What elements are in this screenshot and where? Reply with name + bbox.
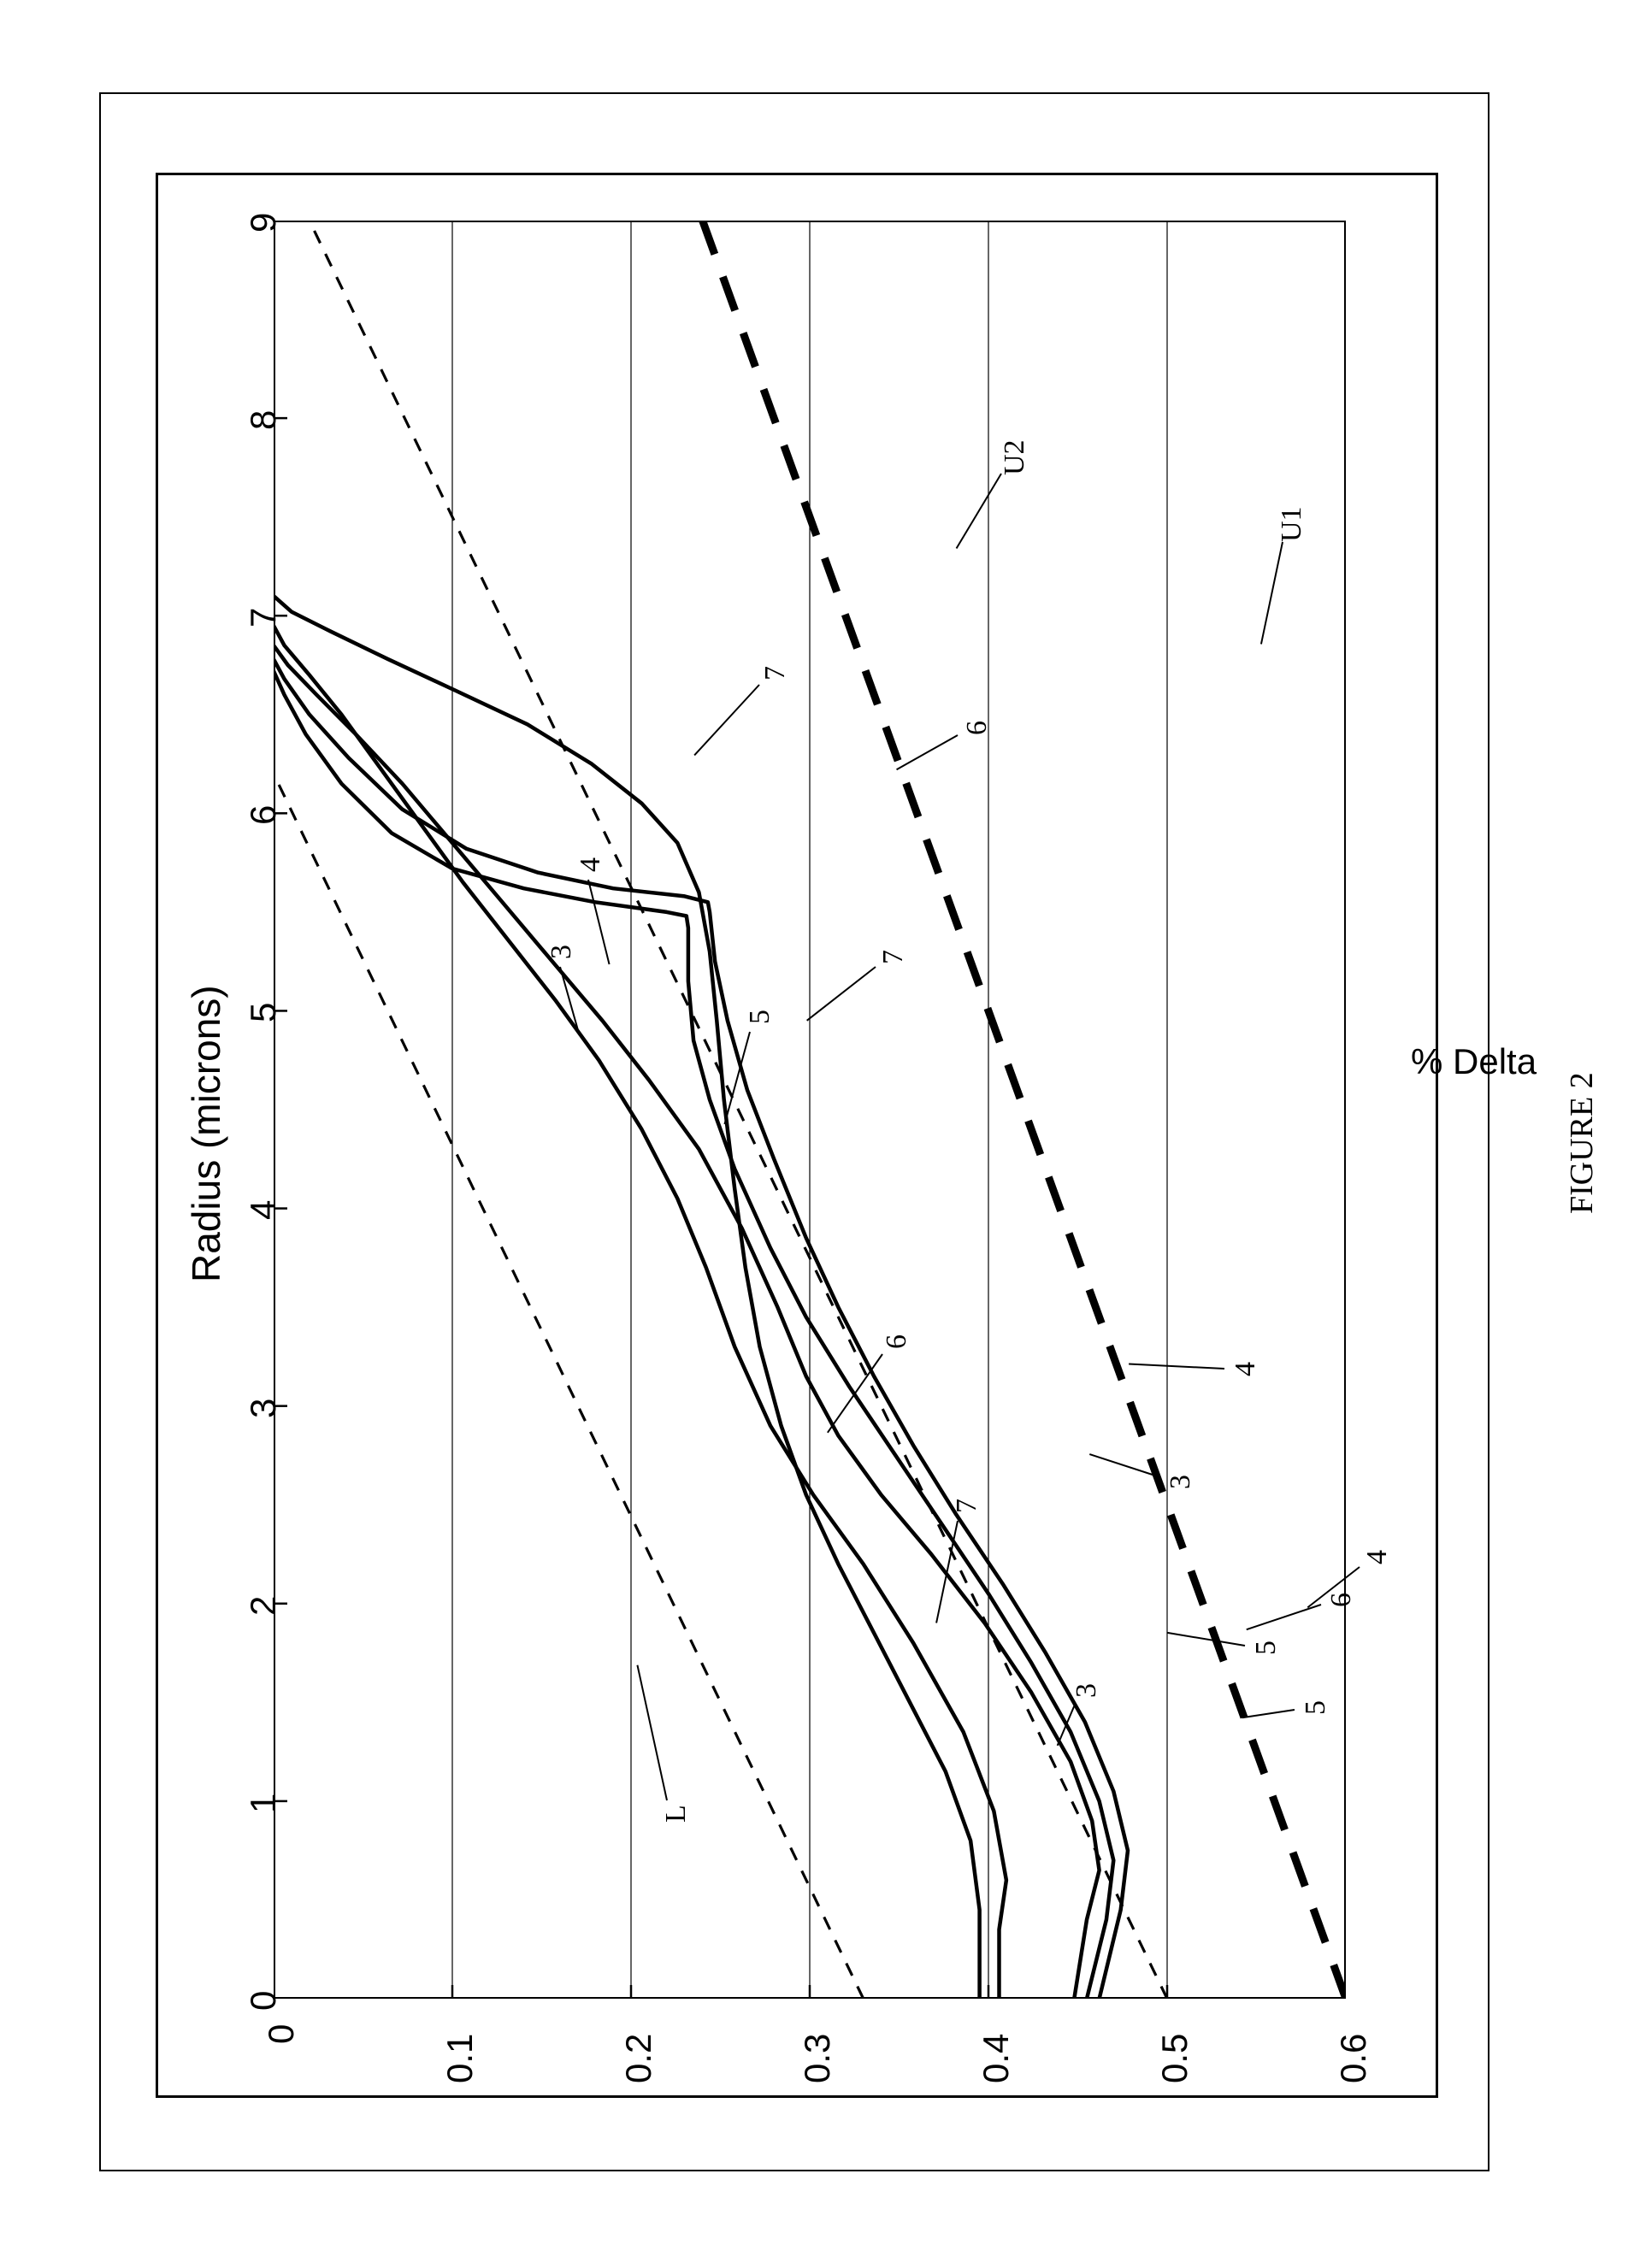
x-tick: 9: [243, 213, 284, 233]
callout-label: L: [660, 1805, 693, 1823]
x-tick: 7: [243, 608, 284, 627]
callout-label: 6: [881, 1334, 913, 1349]
x-tick: 8: [243, 410, 284, 430]
callout-label: 5: [1250, 1641, 1283, 1655]
callout-label: U2: [999, 439, 1031, 475]
y-tick: 0.2: [618, 2034, 659, 2083]
y-tick: 0.4: [976, 2034, 1017, 2083]
callout-label: U1: [1276, 506, 1308, 542]
callout-label: 7: [877, 950, 910, 964]
y-axis-label: % Delta: [1411, 1041, 1537, 1082]
callout-label: 6: [1325, 1593, 1358, 1607]
callout-label: 6: [961, 721, 994, 735]
callout-label: 3: [546, 945, 578, 959]
callout-label: 3: [1071, 1683, 1103, 1698]
callout-label: 4: [1361, 1550, 1394, 1564]
x-tick: 5: [243, 1003, 284, 1022]
plot-svg: [274, 221, 1346, 1999]
x-tick: 1: [243, 1793, 284, 1812]
callout-label: 5: [1300, 1700, 1332, 1715]
x-tick: 4: [243, 1200, 284, 1220]
x-tick: 0: [243, 1991, 284, 2011]
callout-label: 5: [744, 1010, 776, 1024]
plot-area: [274, 221, 1346, 1999]
callout-label: 4: [1230, 1362, 1262, 1376]
y-tick: 0: [261, 2024, 302, 2044]
x-tick: 2: [243, 1595, 284, 1615]
y-tick: 0.1: [439, 2034, 481, 2083]
x-axis-label: Radius (microns): [183, 985, 229, 1282]
x-tick: 6: [243, 805, 284, 825]
callout-label: 4: [575, 857, 607, 872]
y-tick: 0.5: [1154, 2034, 1195, 2083]
callout-label: 3: [1165, 1475, 1197, 1489]
figure-title: FIGURE 2: [1563, 1072, 1601, 1214]
callout-label: 7: [951, 1499, 983, 1513]
y-tick: 0.6: [1333, 2034, 1374, 2083]
callout-label: 7: [759, 666, 792, 680]
x-tick: 3: [243, 1398, 284, 1417]
page: FIGURE 2 Radius (microns) % Delta 0 1 2 3 4 5…: [0, 0, 1634, 2268]
y-tick: 0.3: [797, 2034, 838, 2083]
